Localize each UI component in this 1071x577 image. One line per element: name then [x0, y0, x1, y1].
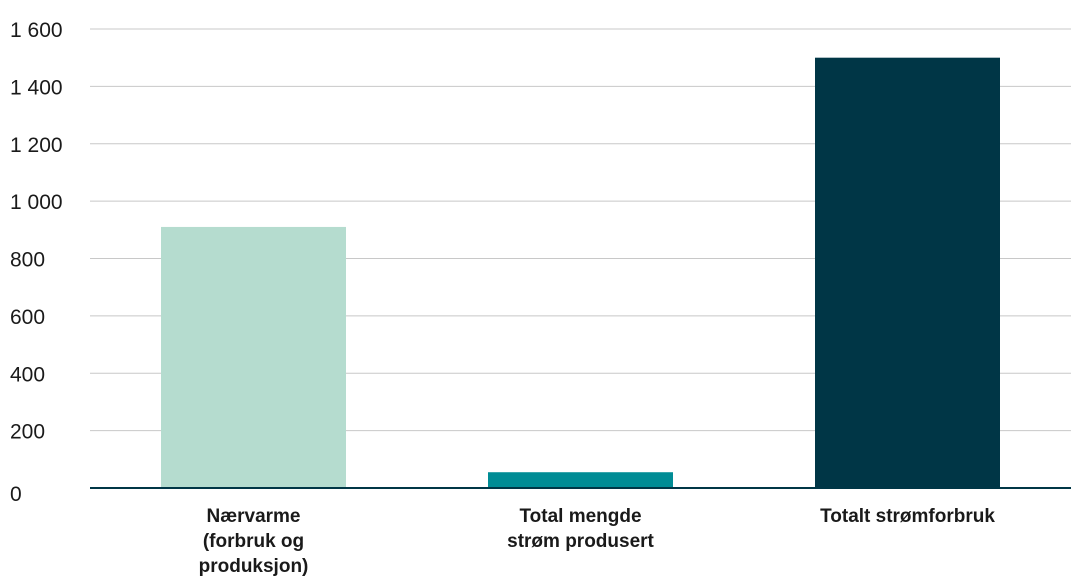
y-tick-label: 1 200 — [10, 134, 63, 157]
x-category-label: Total mengde strøm produsert — [507, 506, 654, 552]
bar — [488, 472, 673, 488]
x-category-label: Nærvarme (forbruk og produksjon) — [199, 506, 309, 577]
y-tick-label: 1 000 — [10, 191, 63, 214]
x-category-label: Totalt strømforbruk — [820, 506, 995, 527]
y-tick-label: 200 — [10, 421, 45, 444]
y-tick-label: 1 600 — [10, 19, 63, 42]
bars — [161, 57, 1000, 488]
x-axis-category-labels: Nærvarme (forbruk og produksjon) Total meng… — [199, 506, 996, 577]
y-tick-label: 600 — [10, 306, 45, 329]
y-tick-label: 0 — [10, 483, 22, 506]
bar — [815, 57, 1000, 488]
y-tick-label: 800 — [10, 249, 45, 272]
y-tick-label: 400 — [10, 363, 45, 386]
y-axis-tick-labels: 0 200 400 600 800 1 000 1 200 1 400 1 600 — [10, 19, 63, 506]
bar — [161, 226, 346, 488]
y-tick-label: 1 400 — [10, 76, 63, 99]
